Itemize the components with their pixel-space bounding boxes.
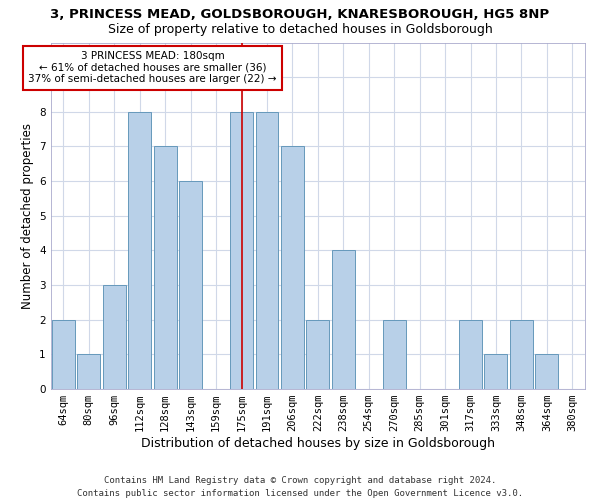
Bar: [535, 354, 558, 389]
Bar: [307, 320, 329, 389]
Bar: [77, 354, 100, 389]
Bar: [103, 285, 126, 389]
Bar: [128, 112, 151, 389]
Y-axis label: Number of detached properties: Number of detached properties: [20, 123, 34, 309]
Bar: [459, 320, 482, 389]
Bar: [52, 320, 75, 389]
Text: 3, PRINCESS MEAD, GOLDSBOROUGH, KNARESBOROUGH, HG5 8NP: 3, PRINCESS MEAD, GOLDSBOROUGH, KNARESBO…: [50, 8, 550, 20]
Text: 3 PRINCESS MEAD: 180sqm
← 61% of detached houses are smaller (36)
37% of semi-de: 3 PRINCESS MEAD: 180sqm ← 61% of detache…: [28, 51, 277, 84]
Bar: [484, 354, 508, 389]
Bar: [230, 112, 253, 389]
Bar: [179, 181, 202, 389]
Text: Size of property relative to detached houses in Goldsborough: Size of property relative to detached ho…: [107, 22, 493, 36]
Text: Contains HM Land Registry data © Crown copyright and database right 2024.
Contai: Contains HM Land Registry data © Crown c…: [77, 476, 523, 498]
Bar: [281, 146, 304, 389]
Bar: [154, 146, 176, 389]
Bar: [383, 320, 406, 389]
Bar: [332, 250, 355, 389]
X-axis label: Distribution of detached houses by size in Goldsborough: Distribution of detached houses by size …: [141, 437, 495, 450]
Bar: [256, 112, 278, 389]
Bar: [510, 320, 533, 389]
